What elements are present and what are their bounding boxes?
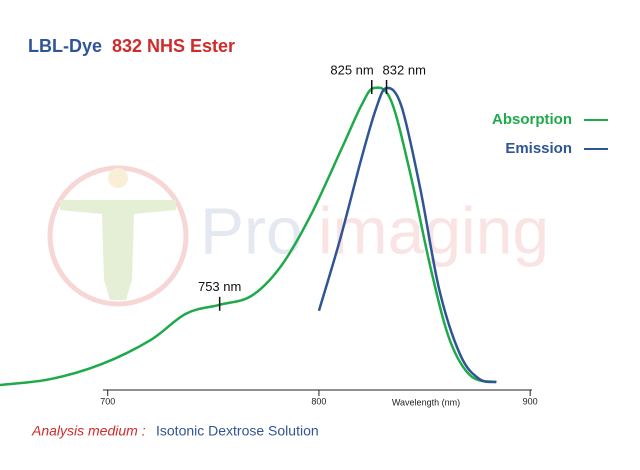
x-axis-label: Wavelength (nm) (392, 397, 460, 407)
line (0, 86, 497, 387)
line (317, 86, 497, 384)
legend-label: Emission (505, 140, 572, 157)
annotation: 753 nm (198, 279, 241, 294)
annotation: 825 nm (330, 62, 373, 77)
footer-label: Analysis medium : (31, 423, 146, 439)
footer-value: Isotonic Dextrose Solution (156, 423, 319, 439)
legend-label: Absorption (492, 111, 572, 128)
x-tick-label: 800 (311, 396, 326, 406)
chart-title: LBL-Dye (28, 36, 102, 56)
chart-title: 832 NHS Ester (112, 36, 235, 56)
x-tick-label: 700 (100, 396, 115, 406)
watermark: Pro (200, 193, 303, 267)
x-tick-label: 900 (523, 396, 538, 406)
annotation: 832 nm (383, 62, 426, 77)
watermark-logo (47, 165, 189, 307)
